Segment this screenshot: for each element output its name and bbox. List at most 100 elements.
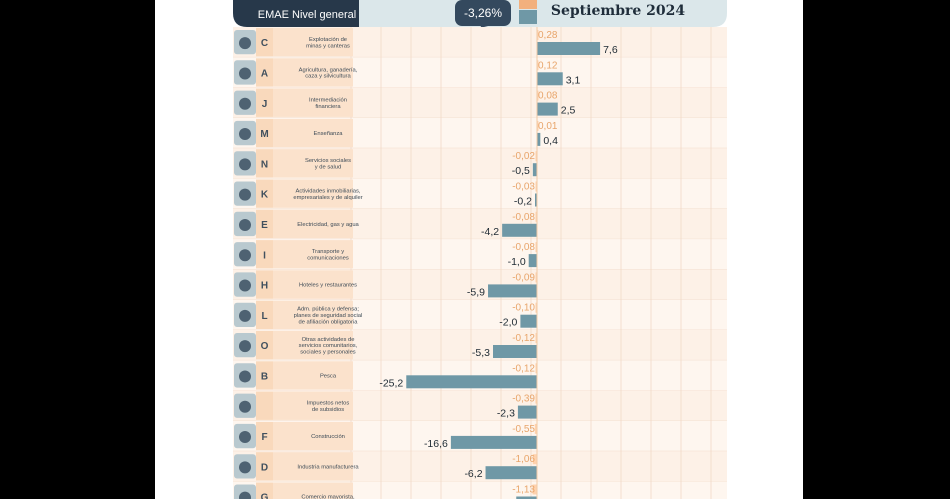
header-date: Septiembre 2024 — [551, 3, 685, 19]
contribution-bar — [532, 484, 537, 495]
sector-name: Hoteles y restaurantes — [299, 283, 357, 289]
contribution-bar — [532, 454, 537, 465]
contribution-bar — [535, 181, 537, 192]
total-badge — [455, 0, 511, 26]
sector-name-box — [273, 240, 353, 269]
chart-panel: EMAE Nivel general -3,26% Septiembre 2024 C… — [155, 0, 803, 499]
sector-icon-glyph — [239, 67, 251, 80]
sector-name-box — [273, 118, 353, 148]
sector-icon-glyph — [239, 461, 251, 474]
sector-name: Industria manufacturera — [297, 464, 359, 470]
sector-name: Servicios sociales — [305, 158, 351, 164]
growth-bar — [488, 284, 537, 298]
contribution-bar — [535, 393, 537, 404]
contribution-bar — [535, 272, 537, 283]
contribution-bar — [535, 211, 537, 222]
sector-code: N — [261, 159, 268, 170]
sector-icon-glyph — [239, 128, 251, 141]
growth-bar — [537, 102, 558, 116]
sector-name: Otras actividades de — [302, 337, 355, 343]
growth-bar — [516, 496, 537, 499]
contribution-bar — [537, 30, 539, 40]
sector-name-box — [273, 421, 353, 451]
header-light-band — [353, 0, 727, 27]
sector-code-box — [256, 270, 273, 299]
sector-name-box — [273, 28, 353, 57]
sector-code-box — [256, 58, 273, 87]
row-background — [233, 481, 727, 499]
sector-code: J — [262, 99, 268, 110]
growth-bar — [485, 466, 537, 480]
sector-name: caza y silvicultura — [305, 74, 351, 80]
sector-code-box — [256, 88, 273, 117]
sector-name-box — [273, 361, 353, 390]
growth-label: 2,5 — [561, 105, 576, 117]
growth-bar — [406, 375, 537, 389]
sector-code-box — [256, 361, 273, 390]
growth-bar — [493, 345, 537, 358]
sector-code-box — [256, 300, 273, 329]
sector-code: B — [261, 371, 268, 382]
total-value: -3,26% — [464, 6, 502, 20]
sector-name: Agricultura, ganadería, — [299, 67, 358, 73]
sector-name: Impuestos netos — [307, 401, 350, 407]
sector-name: Actividades inmobiliarias, — [295, 188, 360, 194]
sector-name-box — [273, 270, 353, 299]
sector-name: Explotación de — [309, 37, 347, 43]
growth-label: -5,3 — [472, 347, 490, 359]
growth-label: -2,3 — [497, 408, 515, 420]
sector-name-box — [273, 482, 353, 499]
sector-icon-glyph — [239, 279, 251, 292]
sector-name: Comercio mayorista, — [301, 495, 355, 499]
sector-icon-glyph — [239, 158, 251, 171]
sector-name: minas y canteras — [306, 43, 350, 49]
contribution-label: 0,28 — [538, 30, 558, 41]
sector-name: Enseñanza — [313, 131, 343, 137]
sector-code-box — [256, 179, 273, 208]
sector-name: sociales y personales — [300, 350, 356, 356]
sector-code-box — [256, 240, 273, 269]
sector-name: Adm. pública y defensa; — [297, 306, 359, 312]
sector-code-box — [256, 28, 273, 57]
sector-code-box — [256, 452, 273, 481]
growth-bar — [537, 132, 541, 146]
header-total-orange — [519, 0, 537, 9]
sector-icon-glyph — [239, 431, 251, 444]
header-title: EMAE Nivel general — [258, 9, 356, 21]
growth-label: -1,0 — [508, 256, 526, 268]
sector-name: Intermediación — [309, 98, 347, 104]
sector-name-box — [273, 179, 353, 208]
sector-icon-glyph — [239, 309, 251, 322]
sector-name-box — [273, 58, 353, 87]
sector-code: M — [260, 129, 268, 140]
contribution-label: 0,12 — [538, 60, 558, 71]
sector-name: Construcción — [311, 434, 345, 440]
header-divider — [353, 0, 359, 27]
growth-bar — [528, 254, 537, 268]
growth-bar — [535, 193, 537, 207]
contribution-bar — [535, 363, 537, 374]
sector-code: K — [261, 190, 269, 201]
sector-icon-glyph — [239, 218, 251, 231]
contribution-label: -0,03 — [512, 182, 535, 193]
sector-name: planes de seguridad social — [294, 313, 363, 319]
contribution-label: -0,09 — [512, 272, 535, 283]
sector-code-box — [256, 209, 273, 239]
sector-code: D — [261, 462, 268, 473]
growth-label: -6,2 — [464, 468, 482, 480]
contribution-label: -0,55 — [512, 424, 535, 435]
contribution-label: -0,39 — [512, 394, 535, 405]
sector-icon-glyph — [239, 37, 251, 50]
sector-name-box — [273, 209, 353, 239]
contribution-label: -0,10 — [512, 303, 535, 314]
sector-icon-glyph — [239, 370, 251, 383]
sector-code: H — [261, 281, 268, 292]
sector-code-box — [256, 118, 273, 148]
sector-name: Transporte y — [312, 249, 344, 255]
growth-bar — [537, 42, 601, 55]
growth-bar — [517, 405, 537, 419]
growth-label: -0,2 — [514, 196, 532, 208]
sector-code-box — [256, 149, 273, 178]
sector-code: I — [263, 250, 266, 261]
growth-bar — [520, 314, 537, 328]
